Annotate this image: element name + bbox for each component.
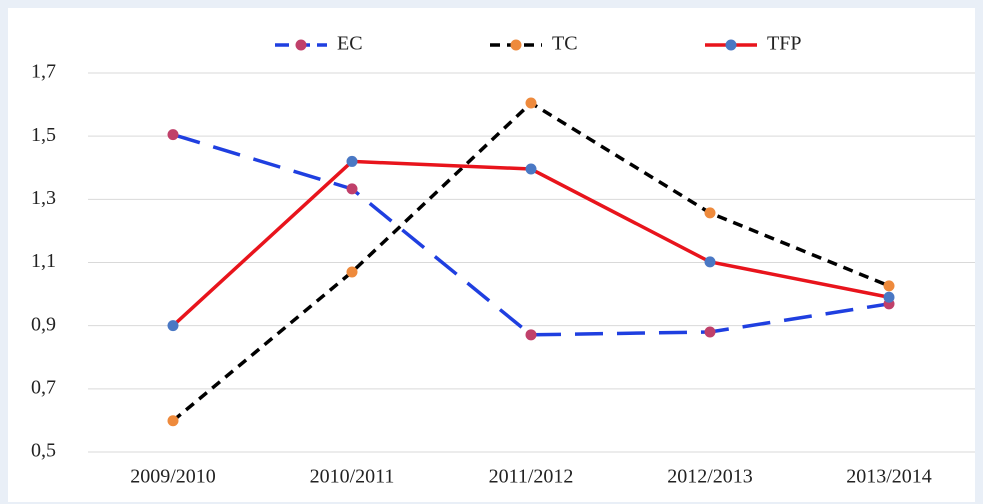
x-tick-label: 2009/2010 <box>130 466 216 488</box>
legend-label: EC <box>337 33 363 55</box>
legend-marker <box>295 39 307 51</box>
point <box>167 129 179 141</box>
x-tick-label: 2010/2011 <box>310 466 395 488</box>
y-tick-label: 1,7 <box>31 61 56 83</box>
point <box>525 97 537 109</box>
y-tick-label: 1,1 <box>31 250 56 272</box>
chart-area <box>8 8 975 502</box>
point <box>167 415 179 427</box>
point <box>167 320 179 332</box>
y-tick-label: 1,3 <box>31 187 56 209</box>
point <box>525 163 537 175</box>
legend-marker <box>725 39 737 51</box>
y-tick-label: 0,7 <box>31 376 56 398</box>
x-tick-label: 2012/2013 <box>667 466 753 488</box>
point <box>525 329 537 341</box>
series-line <box>172 132 890 337</box>
point <box>704 256 716 268</box>
point <box>346 155 358 167</box>
legend-marker <box>510 39 522 51</box>
point <box>883 291 895 303</box>
x-tick-label: 2011/2012 <box>489 466 574 488</box>
legend-label: TC <box>552 33 578 55</box>
point <box>346 183 358 195</box>
x-tick-label: 2013/2014 <box>846 466 932 488</box>
legend-label: TFP <box>767 33 801 55</box>
point <box>883 280 895 292</box>
point <box>346 266 358 278</box>
y-tick-label: 1,5 <box>31 124 56 146</box>
y-tick-label: 0,5 <box>31 440 56 462</box>
point <box>704 326 716 338</box>
y-tick-label: 0,9 <box>31 313 56 335</box>
point <box>704 207 716 219</box>
